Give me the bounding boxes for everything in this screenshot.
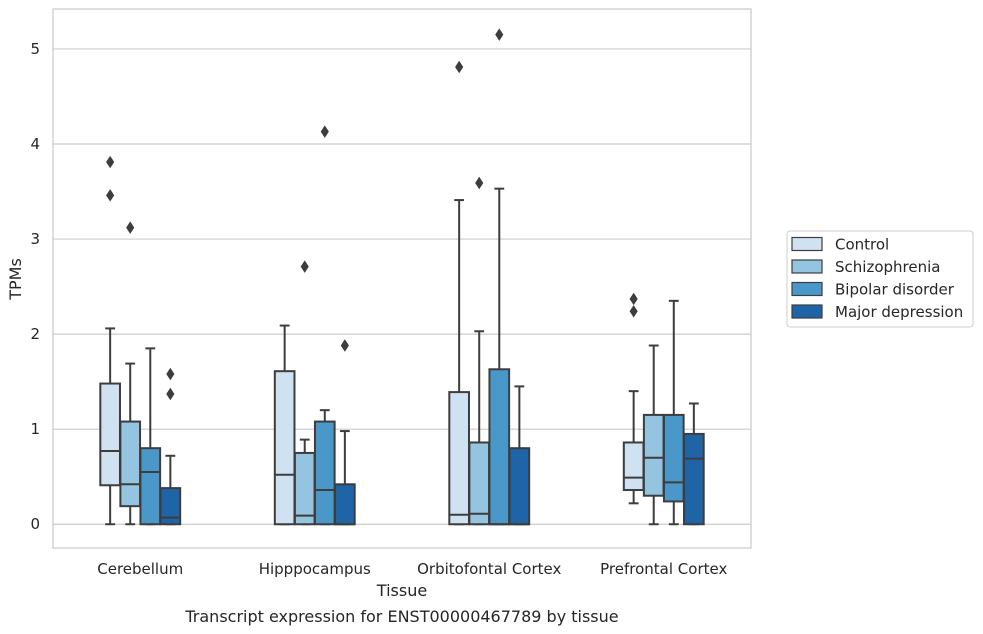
box-group: [662, 299, 685, 526]
box-group: [488, 28, 511, 526]
legend-swatch: [791, 281, 823, 297]
outlier-point: [106, 189, 115, 202]
legend-frame: [786, 230, 974, 328]
outlier-point: [106, 155, 115, 169]
x-tick-labels: Cerebellum Hipppocampus Orbitofontal Corte…: [97, 560, 727, 578]
box: [468, 441, 491, 526]
box-group: [313, 125, 336, 526]
y-tick-label: 4: [30, 135, 40, 153]
box: [642, 413, 665, 497]
box: [488, 368, 511, 526]
box-group: [119, 221, 142, 526]
legend: Control Schizophrenia Bipolar disorder Majo…: [786, 230, 974, 328]
legend-label: Major depression: [835, 303, 963, 321]
box: [159, 487, 182, 526]
box-group: [334, 339, 356, 526]
box: [683, 432, 705, 526]
x-axis-title: Tissue: [376, 581, 427, 600]
outlier-point: [320, 125, 329, 138]
box: [662, 413, 685, 503]
outlier-point: [475, 176, 484, 190]
box-group: [448, 60, 470, 526]
outlier-point: [455, 60, 464, 74]
outlier-point: [495, 28, 504, 41]
box-group: [508, 385, 531, 526]
y-tick-label: 1: [30, 420, 40, 438]
outlier-point: [166, 367, 175, 381]
y-tick-label: 0: [30, 515, 40, 533]
box: [508, 447, 531, 526]
box: [273, 370, 296, 526]
box: [293, 451, 316, 526]
legend-label: Bipolar disorder: [835, 281, 955, 299]
box: [139, 447, 162, 526]
box-group: [642, 344, 665, 526]
plot-area-frame: [52, 8, 752, 549]
outlier-point: [126, 221, 135, 234]
box: [313, 420, 336, 526]
box: [99, 382, 121, 487]
x-tick-label: Prefrontal Cortex: [600, 560, 727, 578]
x-tick-label: Cerebellum: [97, 560, 183, 578]
box-group: [273, 324, 296, 526]
box-group: [139, 347, 162, 526]
outlier-point: [629, 305, 638, 318]
box: [448, 391, 470, 526]
outlier-point: [300, 260, 309, 273]
legend-label: Control: [835, 236, 889, 254]
box: [622, 441, 645, 492]
grid-lines: [53, 48, 751, 525]
outlier-point: [629, 292, 638, 306]
box-group: [293, 260, 316, 526]
figure-caption: Transcript expression for ENST0000046778…: [184, 607, 618, 626]
y-tick-label: 3: [30, 230, 40, 248]
legend-swatch: [791, 304, 823, 319]
legend-swatch: [791, 236, 823, 252]
outlier-point: [340, 339, 349, 352]
boxes: [99, 28, 705, 526]
box-group: [159, 367, 182, 526]
box: [119, 420, 142, 508]
y-tick-label: 5: [30, 40, 40, 58]
x-tick-label: Orbitofontal Cortex: [417, 560, 561, 578]
box-group: [99, 155, 121, 526]
legend-swatch: [791, 259, 823, 274]
box: [334, 483, 356, 526]
box-group: [468, 176, 491, 526]
outlier-point: [166, 387, 175, 401]
y-tick-label: 2: [30, 325, 40, 343]
legend-label: Schizophrenia: [835, 258, 940, 276]
box-group: [622, 292, 645, 505]
y-tick-labels: 0 1 2 3 4 5: [30, 40, 40, 533]
x-tick-label: Hipppocampus: [259, 560, 371, 578]
y-axis-title: TPMs: [6, 258, 25, 301]
box-group: [683, 402, 705, 526]
